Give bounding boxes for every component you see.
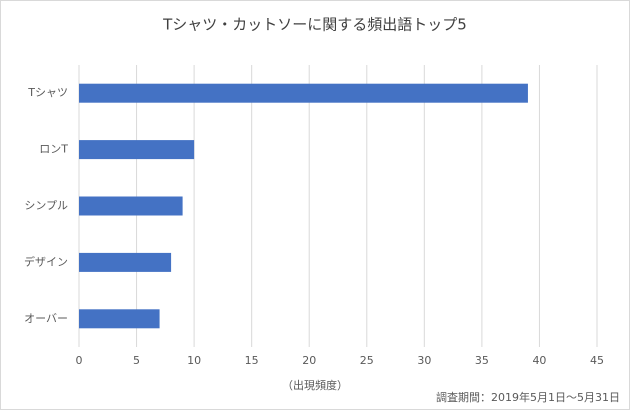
x-tick-label: 25: [360, 354, 374, 367]
y-tick-label: Tシャツ: [27, 86, 68, 99]
annotation: 調査期間：2019年5月1日〜5月31日: [436, 390, 620, 404]
y-tick-label: オーバー: [24, 312, 68, 325]
bar: [79, 196, 183, 216]
x-tick-label: 20: [302, 354, 316, 367]
y-tick-label: ロンT: [39, 143, 68, 156]
x-tick-label: 45: [590, 354, 604, 367]
x-tick-label: 5: [133, 354, 140, 367]
y-tick-label: シンプル: [24, 199, 68, 212]
x-tick-label: 35: [475, 354, 489, 367]
x-tick-label: 10: [187, 354, 201, 367]
x-axis-label: （出現頻度）: [282, 378, 348, 392]
bar: [79, 83, 528, 103]
chart-title: Tシャツ・カットソーに関する頻出語トップ5: [162, 16, 467, 34]
y-tick-label: デザイン: [24, 254, 68, 268]
x-tick-label: 30: [417, 354, 431, 367]
bar: [79, 252, 172, 272]
x-tick-label: 0: [76, 354, 83, 367]
x-tick-label: 40: [532, 354, 546, 367]
x-tick-label: 15: [245, 354, 259, 367]
bar: [79, 140, 195, 160]
bar: [79, 309, 160, 329]
